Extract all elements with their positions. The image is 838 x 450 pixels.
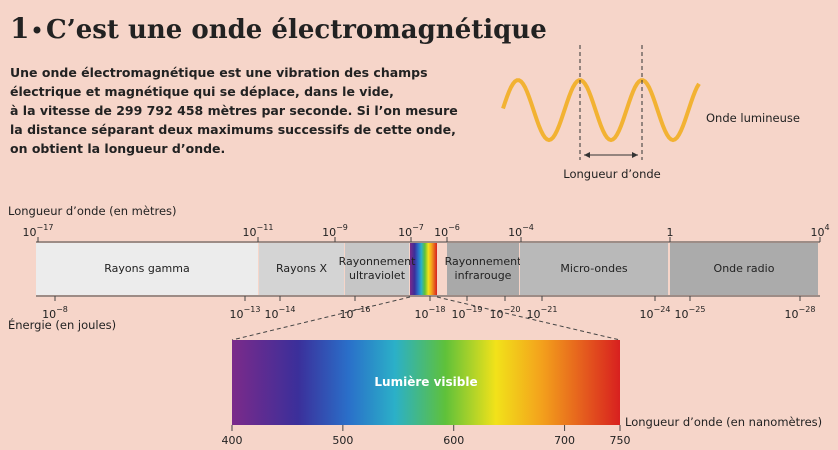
band-label: Onde radio <box>714 262 775 275</box>
title: C’est une onde électromagnétique <box>46 15 547 45</box>
tick-label: 10−21 <box>527 305 558 321</box>
tick-label: 1 <box>667 226 674 239</box>
tick-exponent: −28 <box>799 305 816 314</box>
tick-exponent: −19 <box>466 305 483 314</box>
tick-exponent: −13 <box>244 305 261 314</box>
tick-exponent: −21 <box>541 305 558 314</box>
tick-label: 10−19 <box>452 305 483 321</box>
tick-base: 10 <box>23 226 37 239</box>
band <box>36 243 258 295</box>
tick-label: 10−28 <box>785 305 816 321</box>
tick-base: 10 <box>265 308 279 321</box>
tick-label: 500 <box>332 434 353 447</box>
tick-label: 10−7 <box>398 223 424 239</box>
axis-label: Énergie (en joules) <box>8 317 116 332</box>
tick-exponent: −9 <box>336 223 348 232</box>
tick-exponent: −25 <box>689 305 706 314</box>
tick-label: 10−16 <box>340 305 371 321</box>
band <box>520 243 668 295</box>
tick-label: 700 <box>554 434 575 447</box>
arrow-head <box>584 152 638 158</box>
tick-exponent: −11 <box>257 223 274 232</box>
intro-line: Une onde électromagnétique est une vibra… <box>10 65 428 80</box>
band-label: Rayons X <box>276 262 328 275</box>
band <box>670 243 818 295</box>
zoom-line <box>231 296 411 341</box>
intro-line: à la vitesse de 299 792 458 mètres par s… <box>10 103 458 118</box>
tick-exponent: −20 <box>504 305 521 314</box>
tick-label: 10−4 <box>508 223 534 239</box>
band-label: infrarouge <box>455 269 512 282</box>
tick-label: 10−20 <box>490 305 521 321</box>
tick-label: 10−6 <box>434 223 460 239</box>
tick-base: 10 <box>675 308 689 321</box>
band <box>447 243 519 295</box>
band-label: Rayonnement <box>339 255 417 268</box>
tick-label: 400 <box>222 434 243 447</box>
band <box>345 243 409 295</box>
tick-exponent: −8 <box>56 305 68 314</box>
zoom-line <box>436 296 621 341</box>
band-label: Micro-ondes <box>560 262 627 275</box>
wave <box>501 78 701 143</box>
tick-base: 10 <box>785 308 799 321</box>
band-label: Rayons gamma <box>104 262 189 275</box>
tick-base: 1 <box>667 226 674 239</box>
tick-base: 10 <box>810 226 824 239</box>
tick-base: 10 <box>230 308 244 321</box>
tick-base: 10 <box>42 308 56 321</box>
axis-label: Longueur d’onde (en nanomètres) <box>625 415 822 429</box>
tick-label: 10−11 <box>243 223 274 239</box>
tick-exponent: −4 <box>522 223 534 232</box>
tick-label: 104 <box>810 223 829 239</box>
bullet <box>33 26 41 34</box>
tick-label: 10−8 <box>42 305 68 321</box>
tick-base: 10 <box>452 308 466 321</box>
tick-label: 10−25 <box>675 305 706 321</box>
visible-label: Lumière visible <box>374 375 477 389</box>
title-number: 1 <box>10 12 29 45</box>
band <box>259 243 344 295</box>
tick-base: 10 <box>527 308 541 321</box>
tick-label: 10−9 <box>322 223 348 239</box>
axis-label: Longueur d’onde (en mètres) <box>8 204 177 218</box>
tick-base: 10 <box>434 226 448 239</box>
visible-band <box>410 243 437 295</box>
tick-exponent: −6 <box>448 223 460 232</box>
tick-exponent: −24 <box>654 305 671 314</box>
tick-label: 10−18 <box>415 305 446 321</box>
tick-base: 10 <box>640 308 654 321</box>
tick-label: 10−17 <box>23 223 54 239</box>
band-label: ultraviolet <box>349 269 406 282</box>
tick-exponent: −17 <box>37 223 54 232</box>
tick-base: 10 <box>508 226 522 239</box>
tick-exponent: −16 <box>354 305 371 314</box>
tick-exponent: 4 <box>824 223 829 232</box>
tick-base: 10 <box>398 226 412 239</box>
tick-base: 10 <box>490 308 504 321</box>
tick-label: 10−13 <box>230 305 261 321</box>
tick-base: 10 <box>322 226 336 239</box>
tick-label: 10−24 <box>640 305 671 321</box>
wave-label: Onde lumineuse <box>706 111 800 125</box>
tick-base: 10 <box>340 308 354 321</box>
tick-exponent: −7 <box>412 223 424 232</box>
intro-line: la distance séparant deux maximums succe… <box>10 122 456 137</box>
visible-spectrum <box>232 340 620 425</box>
tick-base: 10 <box>243 226 257 239</box>
wavelength-label: Longueur d’onde <box>563 167 661 181</box>
tick-label: 600 <box>443 434 464 447</box>
tick-exponent: −14 <box>279 305 296 314</box>
tick-label: 750 <box>610 434 631 447</box>
intro-line: électrique et magnétique qui se déplace,… <box>10 84 394 99</box>
tick-label: 10−14 <box>265 305 296 321</box>
tick-exponent: −18 <box>429 305 446 314</box>
tick-base: 10 <box>415 308 429 321</box>
intro-line: on obtient la longueur d’onde. <box>10 141 225 156</box>
band-label: Rayonnement <box>445 255 523 268</box>
